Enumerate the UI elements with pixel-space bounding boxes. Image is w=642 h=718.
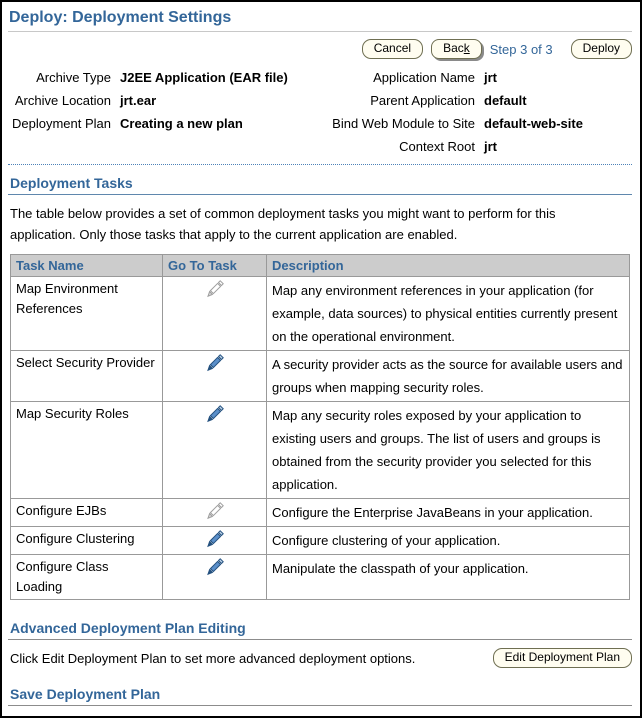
archive-type-value: J2EE Application (EAR file) bbox=[120, 70, 288, 85]
parent-application-label: Parent Application bbox=[370, 93, 475, 108]
parent-application-value: default bbox=[484, 93, 527, 108]
application-name-label: Application Name bbox=[373, 70, 475, 85]
archive-location-value: jrt.ear bbox=[120, 93, 157, 108]
column-header-go-to-task: Go To Task bbox=[162, 254, 267, 277]
deployment-tasks-intro: The table below provides a set of common… bbox=[10, 206, 556, 242]
task-description: A security provider acts as the source f… bbox=[266, 350, 630, 402]
back-button-accesskey: k bbox=[463, 41, 470, 55]
deployment-plan-value: Creating a new plan bbox=[120, 116, 243, 131]
pencil-icon[interactable] bbox=[205, 353, 225, 373]
back-button-label: Bac bbox=[443, 41, 464, 55]
archive-type-label: Archive Type bbox=[36, 70, 111, 85]
task-name-select-security-provider: Select Security Provider bbox=[10, 350, 163, 402]
table-row: Configure EJBs Configure the Enterprise … bbox=[10, 498, 630, 527]
save-deployment-plan-heading: Save Deployment Plan bbox=[10, 686, 161, 702]
task-name-configure-class-loading: Configure Class Loading bbox=[10, 554, 163, 600]
advanced-heading-rule bbox=[8, 639, 632, 640]
save-deployment-plan-section: Save Deployment Plan After you make chan… bbox=[8, 684, 632, 716]
save-deployment-plan-text: After you make changes, you can save the… bbox=[8, 713, 486, 716]
back-button[interactable]: Back bbox=[431, 39, 482, 59]
bind-web-module-label: Bind Web Module to Site bbox=[332, 116, 475, 131]
task-description: Manipulate the classpath of your applica… bbox=[266, 554, 630, 600]
pencil-icon[interactable] bbox=[205, 529, 225, 549]
context-root-label: Context Root bbox=[399, 139, 475, 154]
deployment-tasks-heading-rule bbox=[8, 194, 632, 195]
task-description: Map any security roles exposed by your a… bbox=[266, 401, 630, 499]
table-row: Map Environment References Map any envir… bbox=[10, 276, 630, 351]
save-heading-rule bbox=[8, 705, 632, 706]
task-name-map-security-roles: Map Security Roles bbox=[10, 401, 163, 499]
page-title: Deploy: Deployment Settings bbox=[9, 9, 232, 26]
dotted-separator bbox=[8, 164, 632, 165]
table-row: Select Security Provider A security prov… bbox=[10, 350, 630, 402]
pencil-icon bbox=[205, 501, 225, 521]
table-row: Configure Clustering Configure clusterin… bbox=[10, 526, 630, 555]
advanced-plan-editing-section: Advanced Deployment Plan Editing Click E… bbox=[8, 618, 632, 668]
title-separator bbox=[8, 31, 632, 32]
archive-location-label: Archive Location bbox=[14, 93, 111, 108]
pencil-icon bbox=[205, 279, 225, 299]
edit-deployment-plan-button[interactable]: Edit Deployment Plan bbox=[492, 648, 632, 668]
deployment-tasks-heading: Deployment Tasks bbox=[10, 175, 133, 191]
step-indicator: Step 3 of 3 bbox=[489, 41, 553, 57]
deployment-summary: Archive Type J2EE Application (EAR file)… bbox=[8, 66, 632, 158]
deploy-button[interactable]: Deploy bbox=[570, 39, 632, 59]
deployment-tasks-table: Task Name Go To Task Description Map Env… bbox=[10, 254, 630, 600]
application-name-value: jrt bbox=[484, 70, 497, 85]
table-header-row: Task Name Go To Task Description bbox=[10, 254, 630, 277]
task-name-configure-ejbs: Configure EJBs bbox=[10, 498, 163, 527]
wizard-toolbar: Cancel Back Step 3 of 3 Deploy bbox=[8, 38, 632, 60]
advanced-plan-editing-heading: Advanced Deployment Plan Editing bbox=[10, 620, 246, 636]
pencil-icon[interactable] bbox=[205, 557, 225, 577]
context-root-value: jrt bbox=[484, 139, 497, 154]
task-name-map-environment-references: Map Environment References bbox=[10, 276, 163, 351]
bind-web-module-value: default-web-site bbox=[484, 116, 583, 131]
task-description: Map any environment references in your a… bbox=[266, 276, 630, 351]
column-header-description: Description bbox=[266, 254, 630, 277]
table-row: Map Security Roles Map any security role… bbox=[10, 401, 630, 499]
task-name-configure-clustering: Configure Clustering bbox=[10, 526, 163, 555]
deployment-plan-label: Deployment Plan bbox=[12, 116, 111, 131]
pencil-icon[interactable] bbox=[205, 404, 225, 424]
table-row: Configure Class Loading Manipulate the c… bbox=[10, 554, 630, 600]
column-header-task-name: Task Name bbox=[10, 254, 163, 277]
task-description: Configure the Enterprise JavaBeans in yo… bbox=[266, 498, 630, 527]
task-description: Configure clustering of your application… bbox=[266, 526, 630, 555]
cancel-button[interactable]: Cancel bbox=[361, 39, 424, 59]
advanced-plan-editing-text: Click Edit Deployment Plan to set more a… bbox=[10, 650, 416, 666]
